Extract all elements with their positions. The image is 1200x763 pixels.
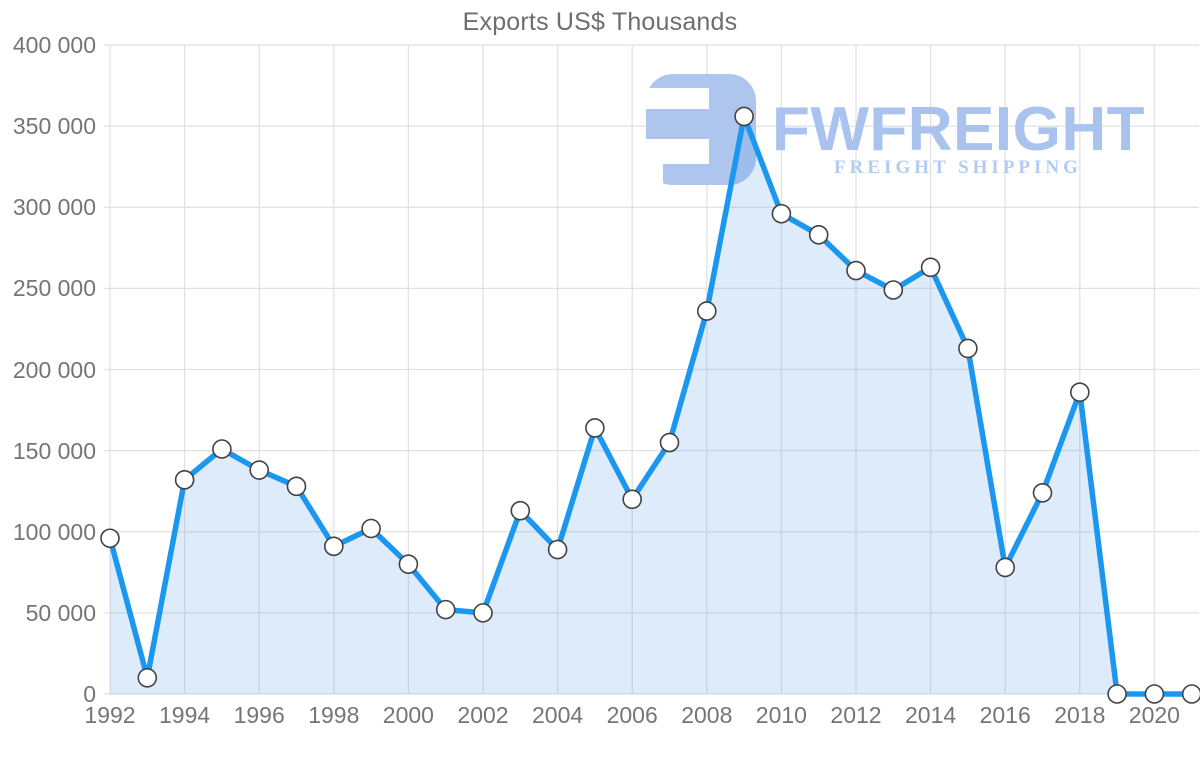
data-point-2000 [398,554,419,575]
data-point-2009 [734,106,754,127]
x-axis-tick-label: 2020 [1128,702,1180,728]
x-axis-tick-label: 1998 [308,702,360,728]
data-point-markers [100,106,1200,704]
x-axis-tick-label: 2002 [457,702,509,728]
data-point-1993 [137,667,158,688]
x-axis-tick-label: 1992 [84,702,136,728]
series-area-fill [110,116,1192,694]
data-point-2015 [958,338,978,359]
data-point-1997 [286,476,307,497]
data-point-2007 [659,432,680,453]
x-axis-tick-label: 1994 [159,702,211,728]
x-axis-tick-label: 2012 [830,702,882,728]
data-point-2021 [1181,684,1200,704]
x-axis-tick-label: 2008 [681,702,733,728]
data-point-2020 [1144,684,1165,704]
watermark-logo-icon [643,74,756,186]
y-axis-tick-label: 0 [83,681,96,707]
x-axis-tick-label: 2004 [532,702,584,728]
data-point-2014 [920,257,941,278]
x-axis-tick-label: 2010 [755,702,807,728]
data-point-1999 [361,518,381,539]
data-point-2016 [995,557,1016,578]
data-point-2013 [883,280,904,300]
data-point-2010 [771,203,792,224]
data-point-2018 [1070,382,1090,403]
data-point-2006 [622,489,643,510]
gridlines [104,44,1199,695]
data-point-2017 [1032,483,1053,503]
x-axis-tick-label: 2006 [606,702,658,728]
y-axis-tick-label: 150 000 [12,437,96,464]
watermark: FWFREIGHT FREIGHT SHIPPING [643,74,1145,186]
x-axis-tick-label: 1996 [233,702,285,728]
x-axis-tick-label: 2014 [905,702,957,728]
y-axis-tick-label: 50 000 [25,599,96,626]
data-point-2003 [510,500,531,521]
watermark-brand-text: FWFREIGHT [772,95,1145,164]
data-point-2001 [435,599,456,620]
y-axis-tick-label: 100 000 [12,518,96,545]
data-point-2008 [696,301,717,321]
y-axis-tick-label: 300 000 [12,194,96,221]
x-axis-tick-label: 2000 [382,702,434,728]
data-point-1992 [100,528,120,549]
data-point-1995 [212,439,232,459]
watermark-tagline-text: FREIGHT SHIPPING [834,157,1082,178]
data-point-2004 [547,539,568,560]
y-axis-tick-label: 400 000 [12,32,96,58]
y-axis-tick-label: 250 000 [12,275,96,302]
data-point-1994 [174,470,195,490]
y-axis-tick-label: 350 000 [12,113,96,140]
chart-title: Exports US$ Thousands [462,8,738,36]
data-point-2002 [473,603,493,623]
data-point-2019 [1107,684,1127,704]
data-point-1998 [323,536,344,557]
x-axis-tick-label: 2016 [979,702,1031,728]
x-axis-tick-label: 2018 [1054,702,1106,728]
data-point-2012 [846,260,866,281]
data-point-1996 [249,460,270,480]
y-axis-tick-label: 200 000 [12,356,96,383]
data-point-2011 [808,225,829,245]
data-point-2005 [585,418,605,438]
